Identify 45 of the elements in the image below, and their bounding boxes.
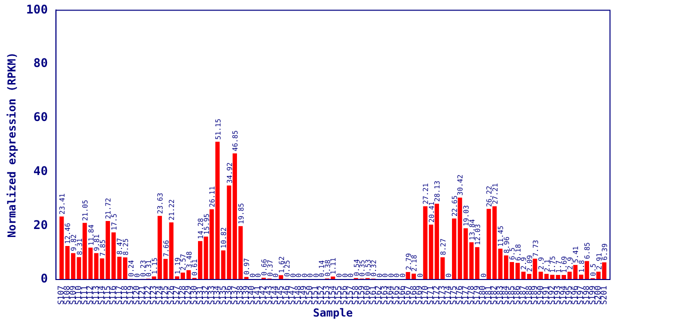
y-tick-label: 40 [33, 164, 48, 178]
x-tick-label: S185 [506, 285, 516, 305]
x-tick-label: S128 [178, 285, 187, 305]
x-tick-label: S146 [282, 285, 291, 305]
x-tick-label: S170 [420, 285, 430, 305]
x-tick-label: S117 [114, 285, 124, 305]
x-tick-label: S183 [495, 285, 504, 305]
x-tick-label: S113 [91, 285, 100, 305]
x-tick-label: S141 [252, 285, 262, 305]
x-tick-label: S192 [547, 285, 556, 305]
y-axis-title: Normalized expression (RPKM) [5, 52, 18, 238]
x-tick-label: S122 [143, 285, 152, 305]
y-tick-label: 60 [33, 110, 48, 124]
x-tick-label: S148 [293, 285, 302, 305]
x-tick-label: S161 [368, 285, 378, 305]
x-tick-label: S163 [380, 285, 389, 305]
x-tick-label: S144 [270, 285, 280, 305]
y-tick-label: 0 [40, 272, 48, 286]
x-tick-label: S139 [241, 285, 250, 305]
x-tick-label: S194 [558, 285, 568, 305]
x-tick-label: S190 [536, 285, 545, 305]
x-tick-label: S181 [484, 285, 493, 305]
x-tick-label: S201 [599, 285, 608, 305]
x-tick-label: S124 [154, 285, 164, 305]
x-tick-label: S166 [397, 285, 406, 305]
y-tick-label: 20 [33, 218, 48, 232]
x-tick-label: S150 [304, 285, 314, 305]
x-tick-label: S172 [432, 285, 441, 305]
x-tick-label: S133 [206, 285, 216, 305]
x-tick-label: S115 [102, 285, 112, 305]
x-tick-label: S152 [316, 285, 326, 305]
x-tick-label: S111 [80, 285, 89, 305]
x-axis-title: Sample [313, 306, 354, 320]
x-tick-label: S168 [408, 285, 418, 305]
x-tick-label: S155 [334, 285, 343, 305]
y-tick-label: 100 [26, 2, 48, 16]
x-tick-label: S174 [443, 285, 452, 305]
y-tick-label: 80 [33, 56, 48, 70]
x-tick-label: S196 [570, 285, 580, 305]
x-tick-label: S179 [472, 285, 482, 305]
x-tick-label: S135 [218, 285, 228, 305]
x-tick-label: S159 [356, 285, 366, 305]
x-tick-label: S157 [345, 285, 354, 305]
x-tick-label: S126 [166, 285, 176, 305]
x-tick-label: S137 [230, 285, 239, 305]
